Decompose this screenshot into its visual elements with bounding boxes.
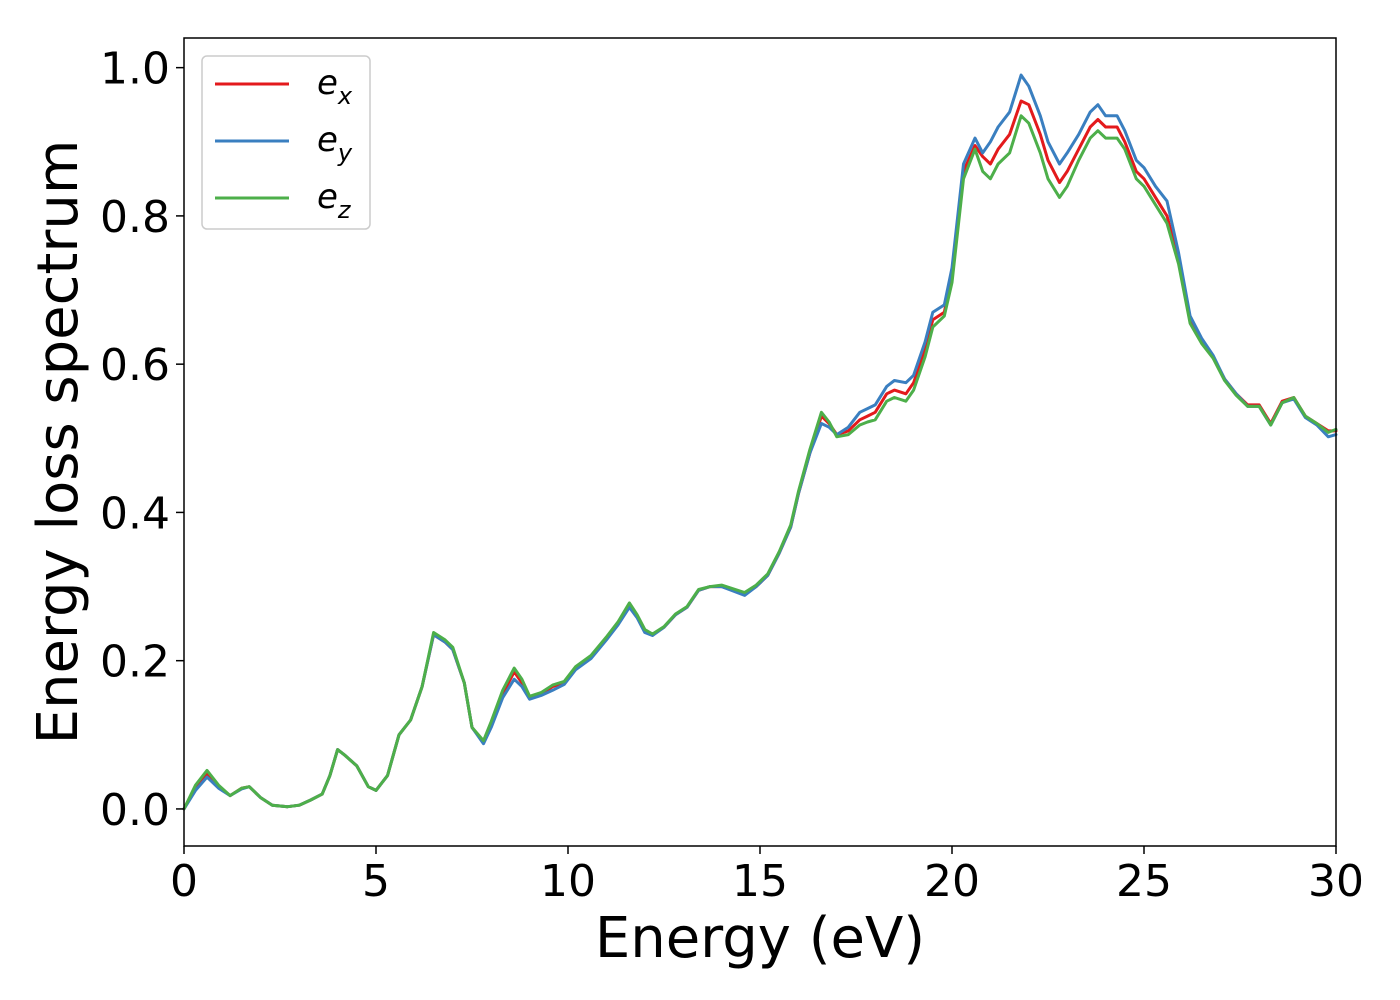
x-tick-label: 0 — [170, 856, 198, 907]
y-tick-label: 0.4 — [100, 488, 170, 539]
y-tick-label: 0.0 — [100, 785, 170, 836]
x-ticks: 0 5 10 15 20 25 30 — [170, 846, 1364, 907]
y-axis-title: Energy loss spectrum — [26, 140, 91, 745]
x-tick-label: 10 — [540, 856, 596, 907]
x-tick-label: 30 — [1308, 856, 1364, 907]
y-tick-label: 0.6 — [100, 340, 170, 391]
y-ticks: 0.0 0.2 0.4 0.6 0.8 1.0 — [100, 44, 184, 836]
x-tick-label: 25 — [1116, 856, 1172, 907]
series-line-z — [182, 114, 1338, 811]
y-tick-label: 0.2 — [100, 637, 170, 688]
series-layer — [182, 73, 1338, 811]
x-tick-label: 5 — [362, 856, 390, 907]
x-tick-label: 20 — [924, 856, 980, 907]
y-tick-label: 0.8 — [100, 192, 170, 243]
y-tick-label: 1.0 — [100, 44, 170, 95]
x-tick-label: 15 — [732, 856, 788, 907]
x-axis-title: Energy (eV) — [595, 906, 925, 971]
